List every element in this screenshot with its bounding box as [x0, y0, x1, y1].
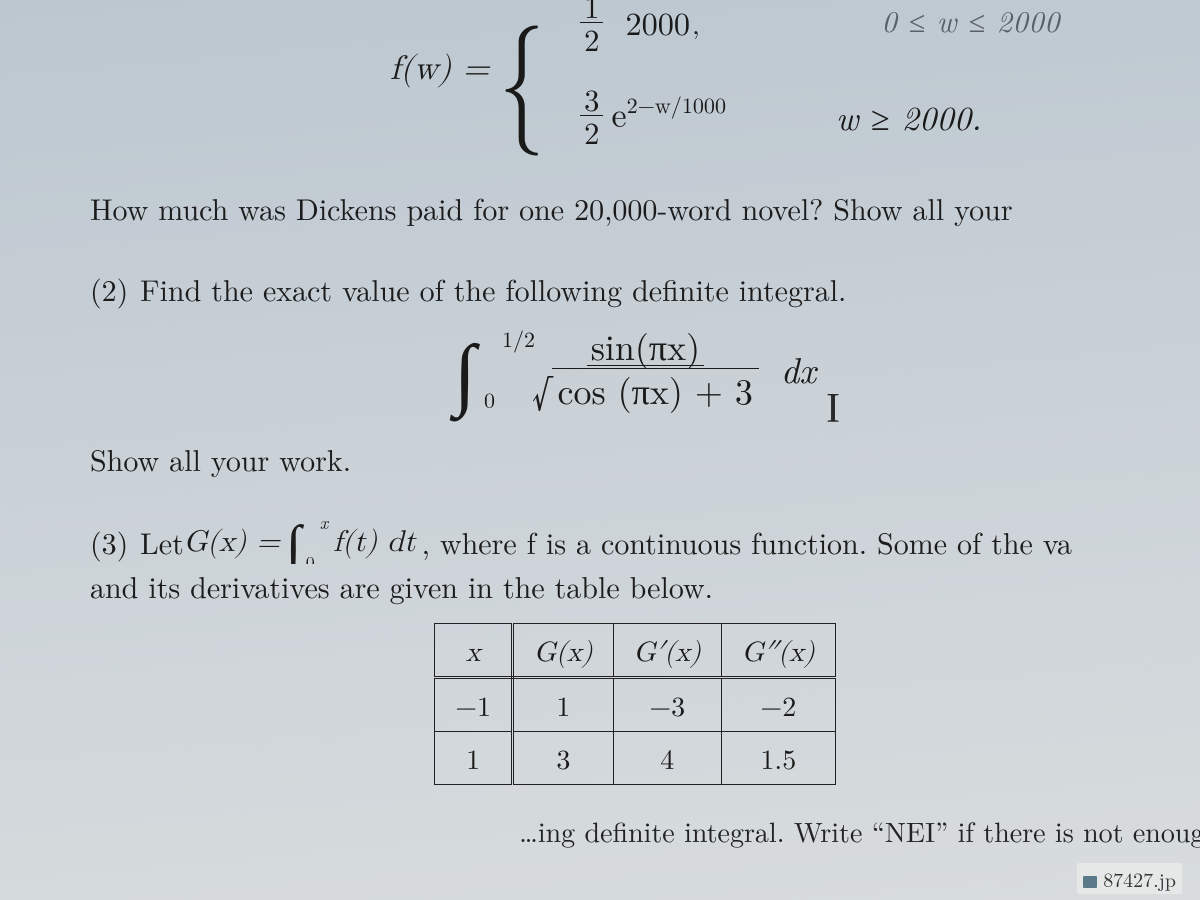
- q3-pre: Let: [140, 522, 184, 563]
- table-cell: 1: [513, 677, 614, 731]
- q3-mid: , where f is a continuous function. Some…: [422, 522, 1072, 563]
- q3-int-lower: 0: [306, 556, 315, 564]
- q3-int-upper: x: [320, 520, 328, 530]
- table-header-cell: x: [435, 623, 513, 677]
- case2-condition: w ≥ 2000.: [836, 92, 982, 140]
- case2-den: 2: [580, 116, 603, 148]
- image-icon: [1083, 876, 1097, 888]
- piecewise-lhs: f(w) =: [390, 49, 489, 90]
- integral-upper: 1/2: [502, 330, 535, 348]
- question-3-line2: and its derivatives are given in the tab…: [90, 566, 1180, 607]
- derivative-table: xG(x)G′(x)G″(x) −11−3−21341.5: [434, 623, 835, 785]
- table-cell: 4: [613, 731, 721, 784]
- show-work-text: Show all your work.: [90, 439, 1180, 480]
- question-3: (3) Let G(x) = ∫0x f(t) dt , where f is …: [90, 520, 1180, 565]
- q3-integrand: f(t) dt: [333, 522, 416, 563]
- question-1-text: How much was Dickens paid for one 20,000…: [90, 188, 1180, 229]
- piecewise-case-2: 3 2 e2−w/1000 w ≥ 2000.: [576, 83, 981, 148]
- case2-exponent: 2−w/1000: [627, 96, 726, 118]
- table-cell: −2: [721, 677, 835, 731]
- case1-den: 2: [580, 23, 603, 55]
- table-cell: 1: [435, 731, 513, 784]
- table-header-cell: G″(x): [721, 623, 835, 677]
- table-row: −11−3−2: [435, 677, 835, 731]
- table-cell: −1: [435, 677, 513, 731]
- cutoff-bottom-text: …ing definite integral. Write “NEI” if t…: [130, 811, 1200, 851]
- table-row: 1341.5: [435, 731, 835, 784]
- integral-dx: dx: [781, 343, 816, 394]
- corner-filename-overlay: 87427.jp: [1077, 863, 1182, 894]
- partial-condition-top: 0 ≤ w ≤ 2000: [882, 0, 1060, 41]
- case1-factor: 2000: [625, 0, 690, 45]
- table-header-cell: G′(x): [613, 623, 721, 677]
- question-2-text: Find the exact value of the following de…: [140, 267, 846, 310]
- corner-filename: 87427.jp: [1103, 864, 1176, 893]
- table-cell: 3: [513, 731, 614, 784]
- integral-plus3: + 3: [683, 364, 753, 415]
- question-2-label: (2): [90, 269, 140, 310]
- table-header-cell: G(x): [513, 623, 614, 677]
- question-3-label: (3): [90, 522, 140, 563]
- integral-lower: 0: [484, 391, 495, 409]
- case2-e: e: [611, 99, 626, 133]
- q3-Gx: G(x) =: [184, 522, 280, 563]
- piecewise-brace: {: [499, 14, 545, 125]
- question-2: (2)Find the exact value of the following…: [90, 269, 1180, 310]
- definite-integral: ∫01/2 sin(πx) √ cos (πx) + 3 dx I: [90, 327, 1180, 409]
- table-cell: 1.5: [721, 731, 835, 784]
- table-cell: −3: [613, 677, 721, 731]
- handwritten-I-annotation: I: [826, 385, 840, 433]
- integral-radicand: cos (πx): [558, 364, 683, 415]
